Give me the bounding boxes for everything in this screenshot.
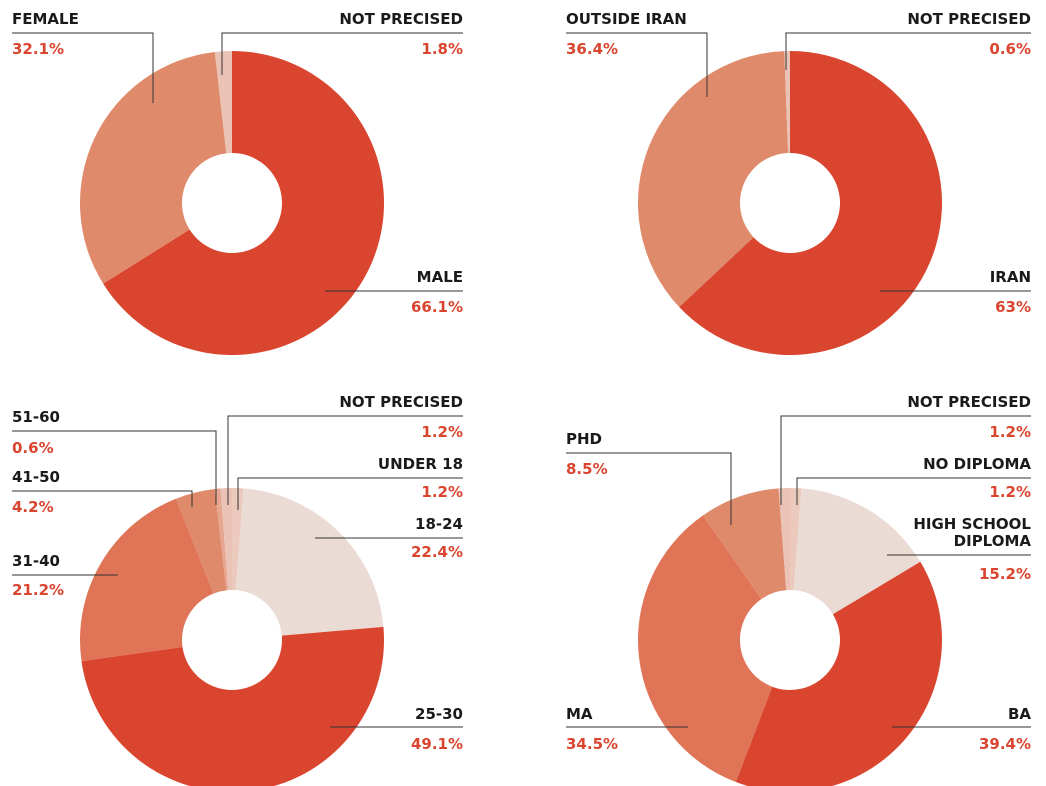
slice bbox=[103, 51, 385, 355]
value-label: 66.1% bbox=[410, 298, 463, 316]
value-label: 49.1% bbox=[410, 735, 463, 753]
slice-label: 41-50 bbox=[12, 468, 60, 486]
leader-line bbox=[221, 32, 463, 75]
slice bbox=[79, 498, 214, 662]
value-label: 63% bbox=[995, 298, 1031, 316]
value-label: 21.2% bbox=[12, 581, 65, 599]
value-label: 32.1% bbox=[12, 40, 65, 58]
slice bbox=[80, 51, 227, 284]
slice bbox=[793, 488, 921, 615]
value-label: 34.5% bbox=[566, 735, 619, 753]
slice-label: PHD bbox=[566, 430, 602, 448]
slice-label: NOT PRECISED bbox=[339, 393, 463, 411]
slice bbox=[232, 488, 244, 591]
slice-label: NO DIPLOMA bbox=[923, 455, 1031, 473]
leader-line bbox=[12, 490, 193, 507]
slice-label: NOT PRECISED bbox=[907, 10, 1031, 28]
slice bbox=[778, 488, 790, 591]
slice bbox=[214, 51, 232, 154]
slice-label: IRAN bbox=[989, 268, 1031, 286]
slice bbox=[735, 561, 942, 786]
slice bbox=[790, 488, 802, 591]
slice bbox=[235, 488, 384, 636]
value-label: 4.2% bbox=[12, 498, 54, 516]
slice-label: UNDER 18 bbox=[377, 455, 463, 473]
value-label: 1.2% bbox=[421, 483, 463, 501]
value-label: 1.2% bbox=[989, 483, 1031, 501]
value-label: 8.5% bbox=[566, 460, 608, 478]
slice bbox=[81, 626, 384, 786]
slice-label: BA bbox=[1007, 705, 1031, 723]
slice bbox=[175, 488, 227, 594]
slice-label: MA bbox=[566, 705, 593, 723]
slice bbox=[637, 515, 773, 783]
value-label: 1.2% bbox=[421, 423, 463, 441]
value-label: 22.4% bbox=[410, 543, 463, 561]
leader-line bbox=[566, 32, 708, 97]
slice-label: 31-40 bbox=[12, 552, 60, 570]
leader-line bbox=[780, 415, 1031, 505]
slice-label: MALE bbox=[416, 268, 463, 286]
value-label: 15.2% bbox=[978, 565, 1031, 583]
leader-line bbox=[12, 32, 154, 103]
value-label: 39.4% bbox=[978, 735, 1031, 753]
slice-label: 25-30 bbox=[415, 705, 463, 723]
slice-label: NOT PRECISED bbox=[339, 10, 463, 28]
slice bbox=[784, 51, 790, 154]
value-label: 1.2% bbox=[989, 423, 1031, 441]
leader-line bbox=[796, 477, 1031, 505]
slice-label: 18-24 bbox=[415, 515, 463, 533]
slice-label: HIGH SCHOOL DIPLOMA bbox=[913, 515, 1031, 550]
leader-line bbox=[12, 430, 217, 505]
slice bbox=[214, 488, 229, 591]
value-label: 36.4% bbox=[566, 40, 619, 58]
slice-label: NOT PRECISED bbox=[907, 393, 1031, 411]
value-label: 1.8% bbox=[421, 40, 463, 58]
leader-line bbox=[785, 32, 1031, 70]
leader-line bbox=[237, 477, 463, 510]
slice-label: 51-60 bbox=[12, 408, 60, 426]
leader-line bbox=[566, 452, 732, 525]
slice bbox=[702, 488, 787, 600]
value-label: 0.6% bbox=[12, 439, 54, 457]
slice bbox=[638, 51, 789, 308]
slice-label: FEMALE bbox=[12, 10, 79, 28]
slice bbox=[220, 488, 232, 591]
slice bbox=[679, 51, 943, 355]
value-label: 0.6% bbox=[989, 40, 1031, 58]
slice-label: OUTSIDE IRAN bbox=[566, 10, 687, 28]
leader-line bbox=[227, 415, 463, 505]
